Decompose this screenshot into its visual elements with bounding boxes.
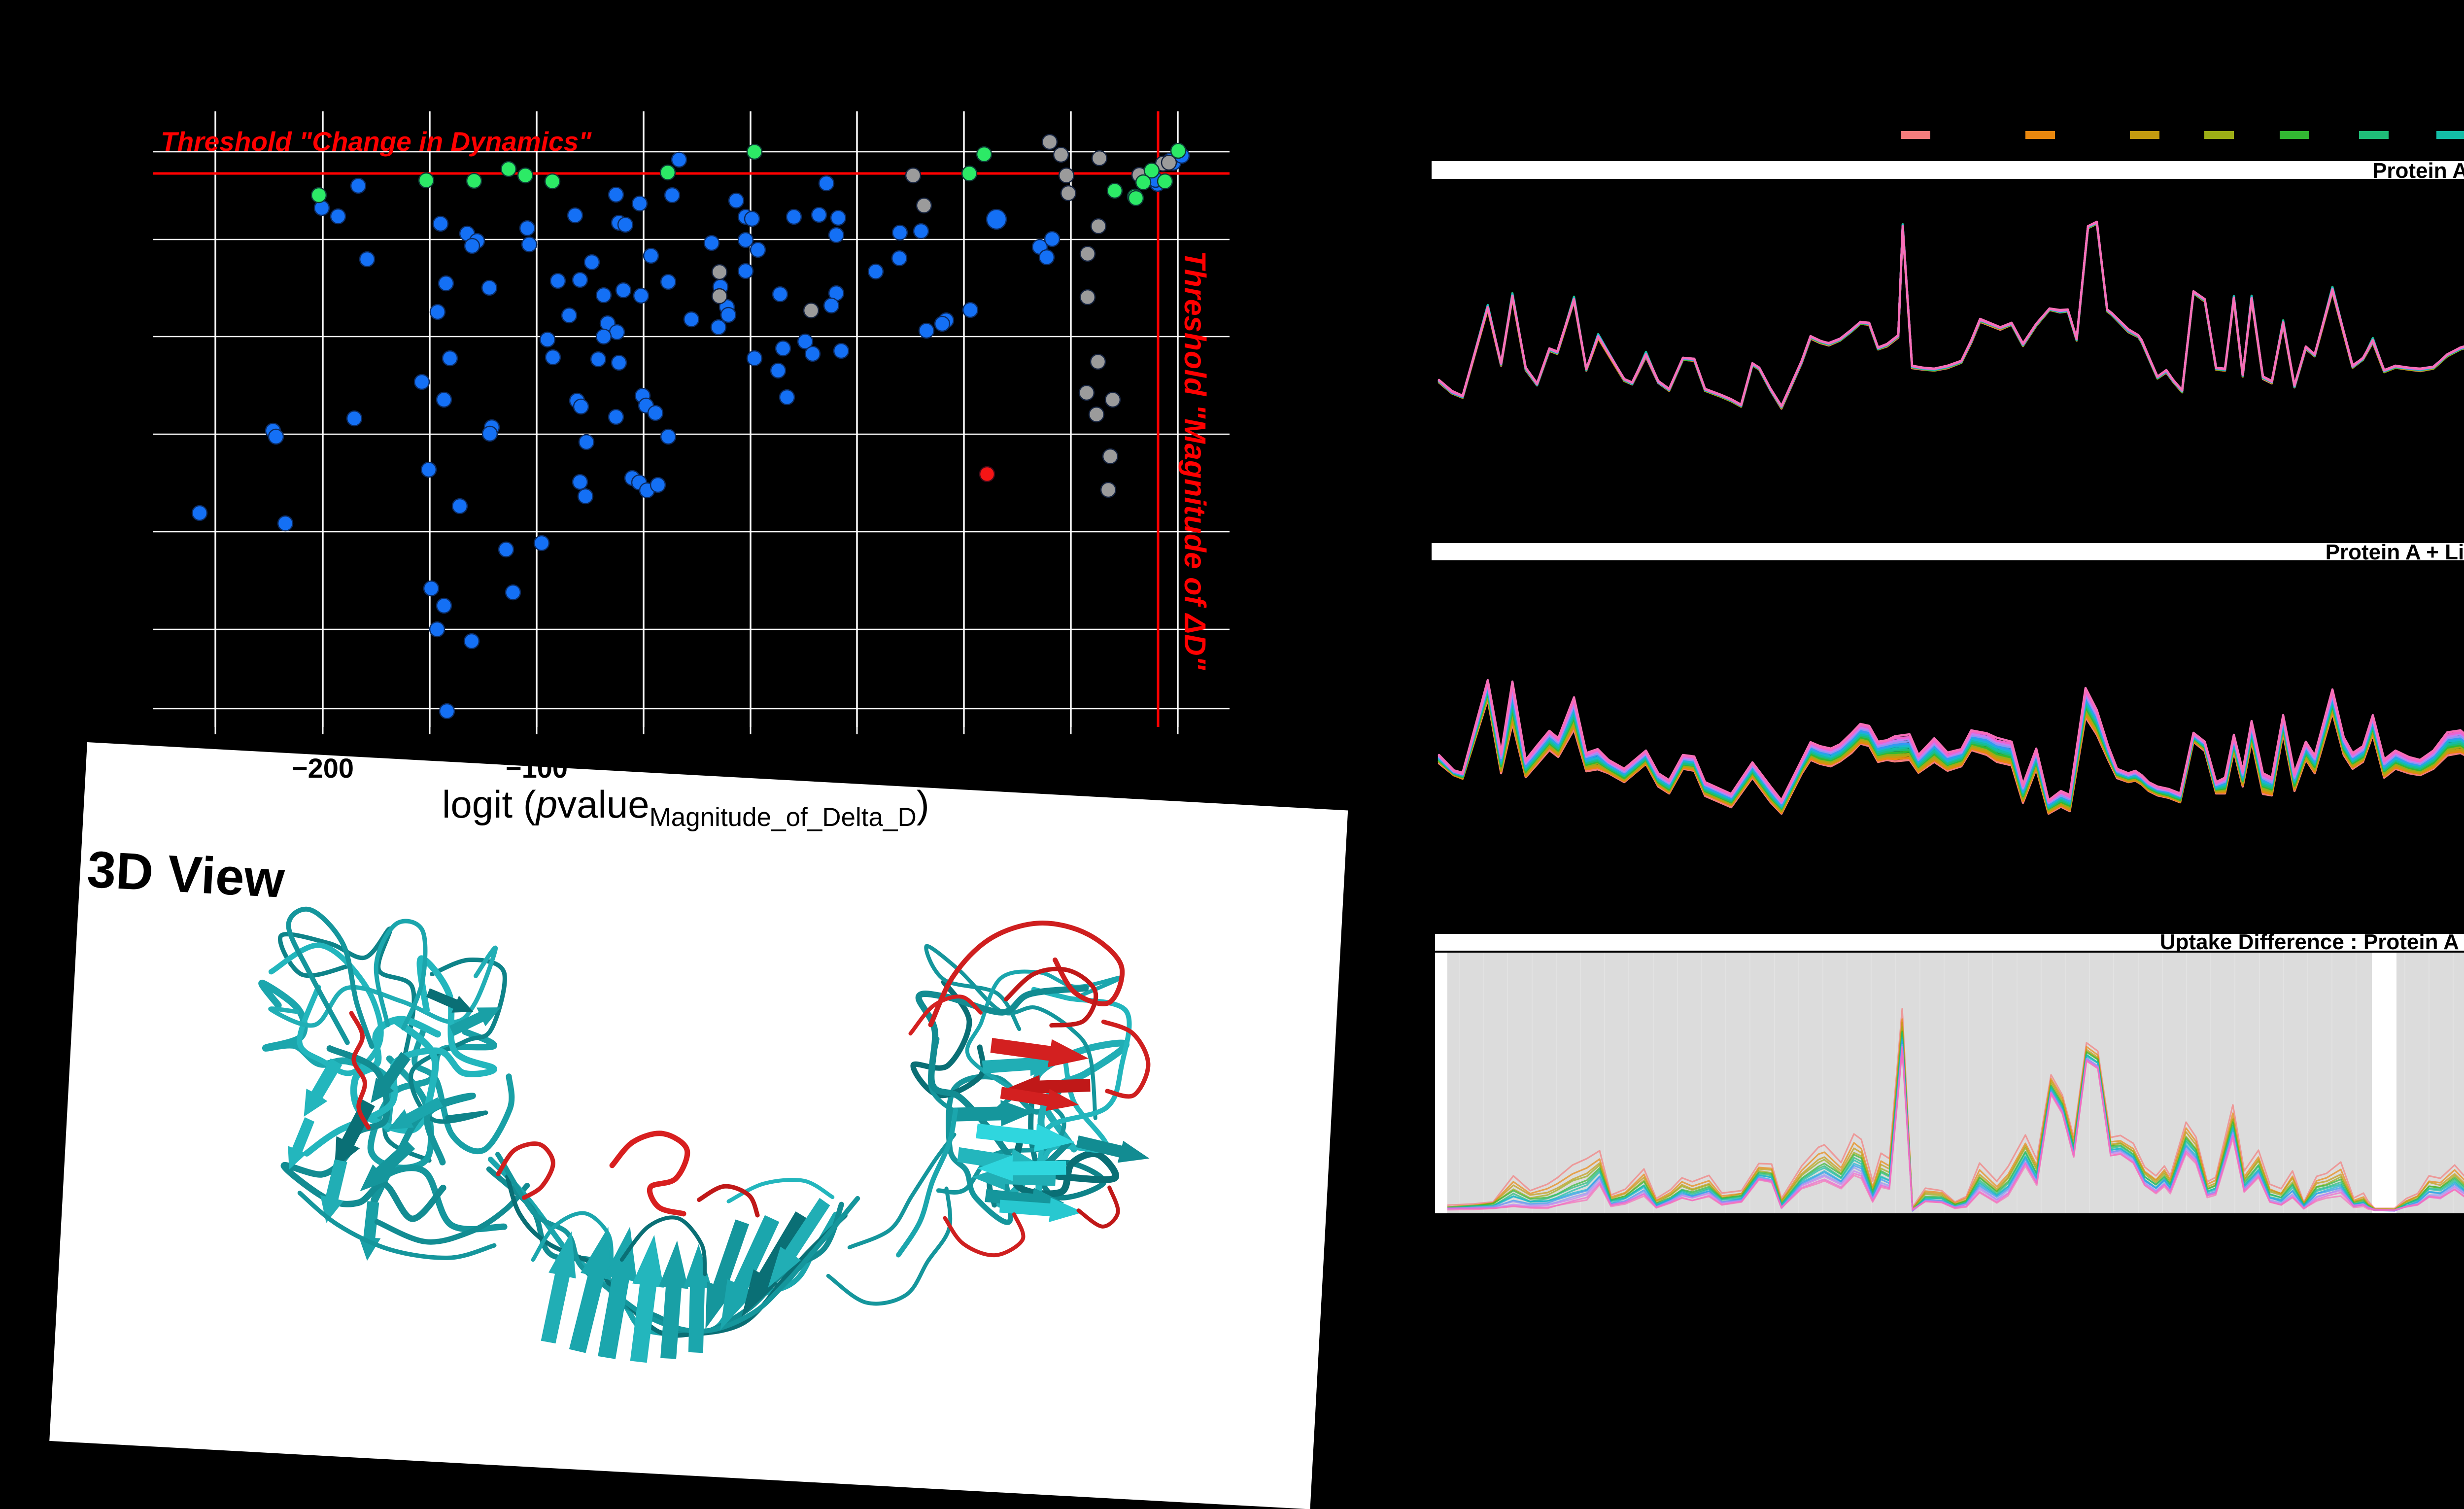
svg-text:Protein A + Ligand: Protein A + Ligand xyxy=(2326,540,2464,564)
svg-text:−100: −100 xyxy=(506,753,568,784)
svg-text:Threshold "Magnitude of ΔD": Threshold "Magnitude of ΔD" xyxy=(1178,250,1212,670)
svg-text:−200: −200 xyxy=(292,753,354,784)
svg-text:Uptake Difference : Protein A: Uptake Difference : Protein A - (Protein… xyxy=(2160,930,2464,954)
svg-text:logit (pvalueMagnitude_of_Delt: logit (pvalueMagnitude_of_Delta_D) xyxy=(442,783,929,832)
svg-text:Threshold "Change in Dynamics": Threshold "Change in Dynamics" xyxy=(161,126,592,157)
svg-text:Protein A: Protein A xyxy=(2372,159,2464,183)
